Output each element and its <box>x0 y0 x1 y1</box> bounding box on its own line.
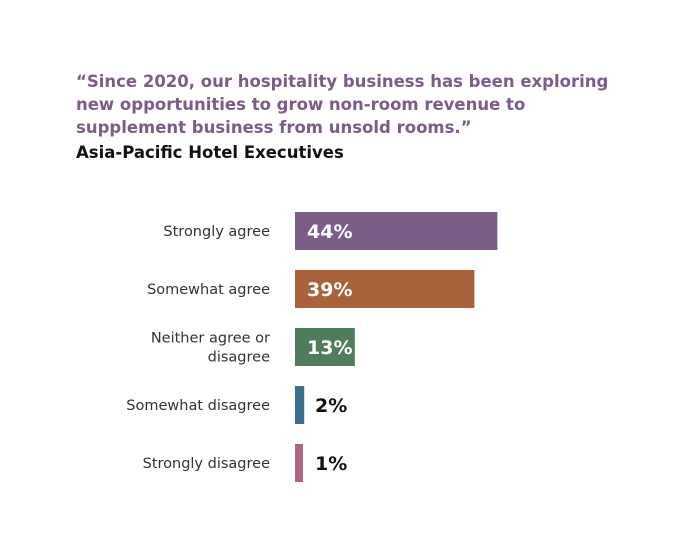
value-label-3: 2% <box>315 395 347 417</box>
chart-title: “Since 2020, our hospitality business ha… <box>76 70 646 139</box>
category-label-4: Strongly disagree <box>143 456 270 472</box>
value-label-1: 39% <box>307 279 352 301</box>
value-label-2: 13% <box>307 337 352 359</box>
category-label-3: Somewhat disagree <box>126 398 270 414</box>
value-label-4: 1% <box>315 453 347 475</box>
chart-title-line-2: new opportunities to grow non-room reven… <box>76 95 526 114</box>
category-label-4-line-0: Strongly disagree <box>143 456 270 472</box>
value-label-0: 44% <box>307 221 352 243</box>
category-label-1-line-0: Somewhat agree <box>147 282 270 298</box>
category-label-2-line-1: disagree <box>208 350 270 366</box>
chart-title-line-3: supplement business from unsold rooms.” <box>76 118 472 137</box>
category-label-0: Strongly agree <box>163 224 270 240</box>
bar-1 <box>295 270 475 308</box>
category-label-1: Somewhat agree <box>147 282 270 298</box>
bar-2 <box>295 328 355 366</box>
chart-subtitle: Asia-Pacific Hotel Executives <box>76 143 344 162</box>
bar-3 <box>295 386 305 424</box>
category-label-2: Neither agree or disagree <box>151 331 270 366</box>
bar-0 <box>295 212 498 250</box>
category-label-0-line-0: Strongly agree <box>163 224 270 240</box>
category-label-2-line-0: Neither agree or <box>151 331 270 347</box>
chart-title-line-1: “Since 2020, our hospitality business ha… <box>76 72 609 91</box>
bar-4 <box>295 444 303 482</box>
category-label-3-line-0: Somewhat disagree <box>126 398 270 414</box>
